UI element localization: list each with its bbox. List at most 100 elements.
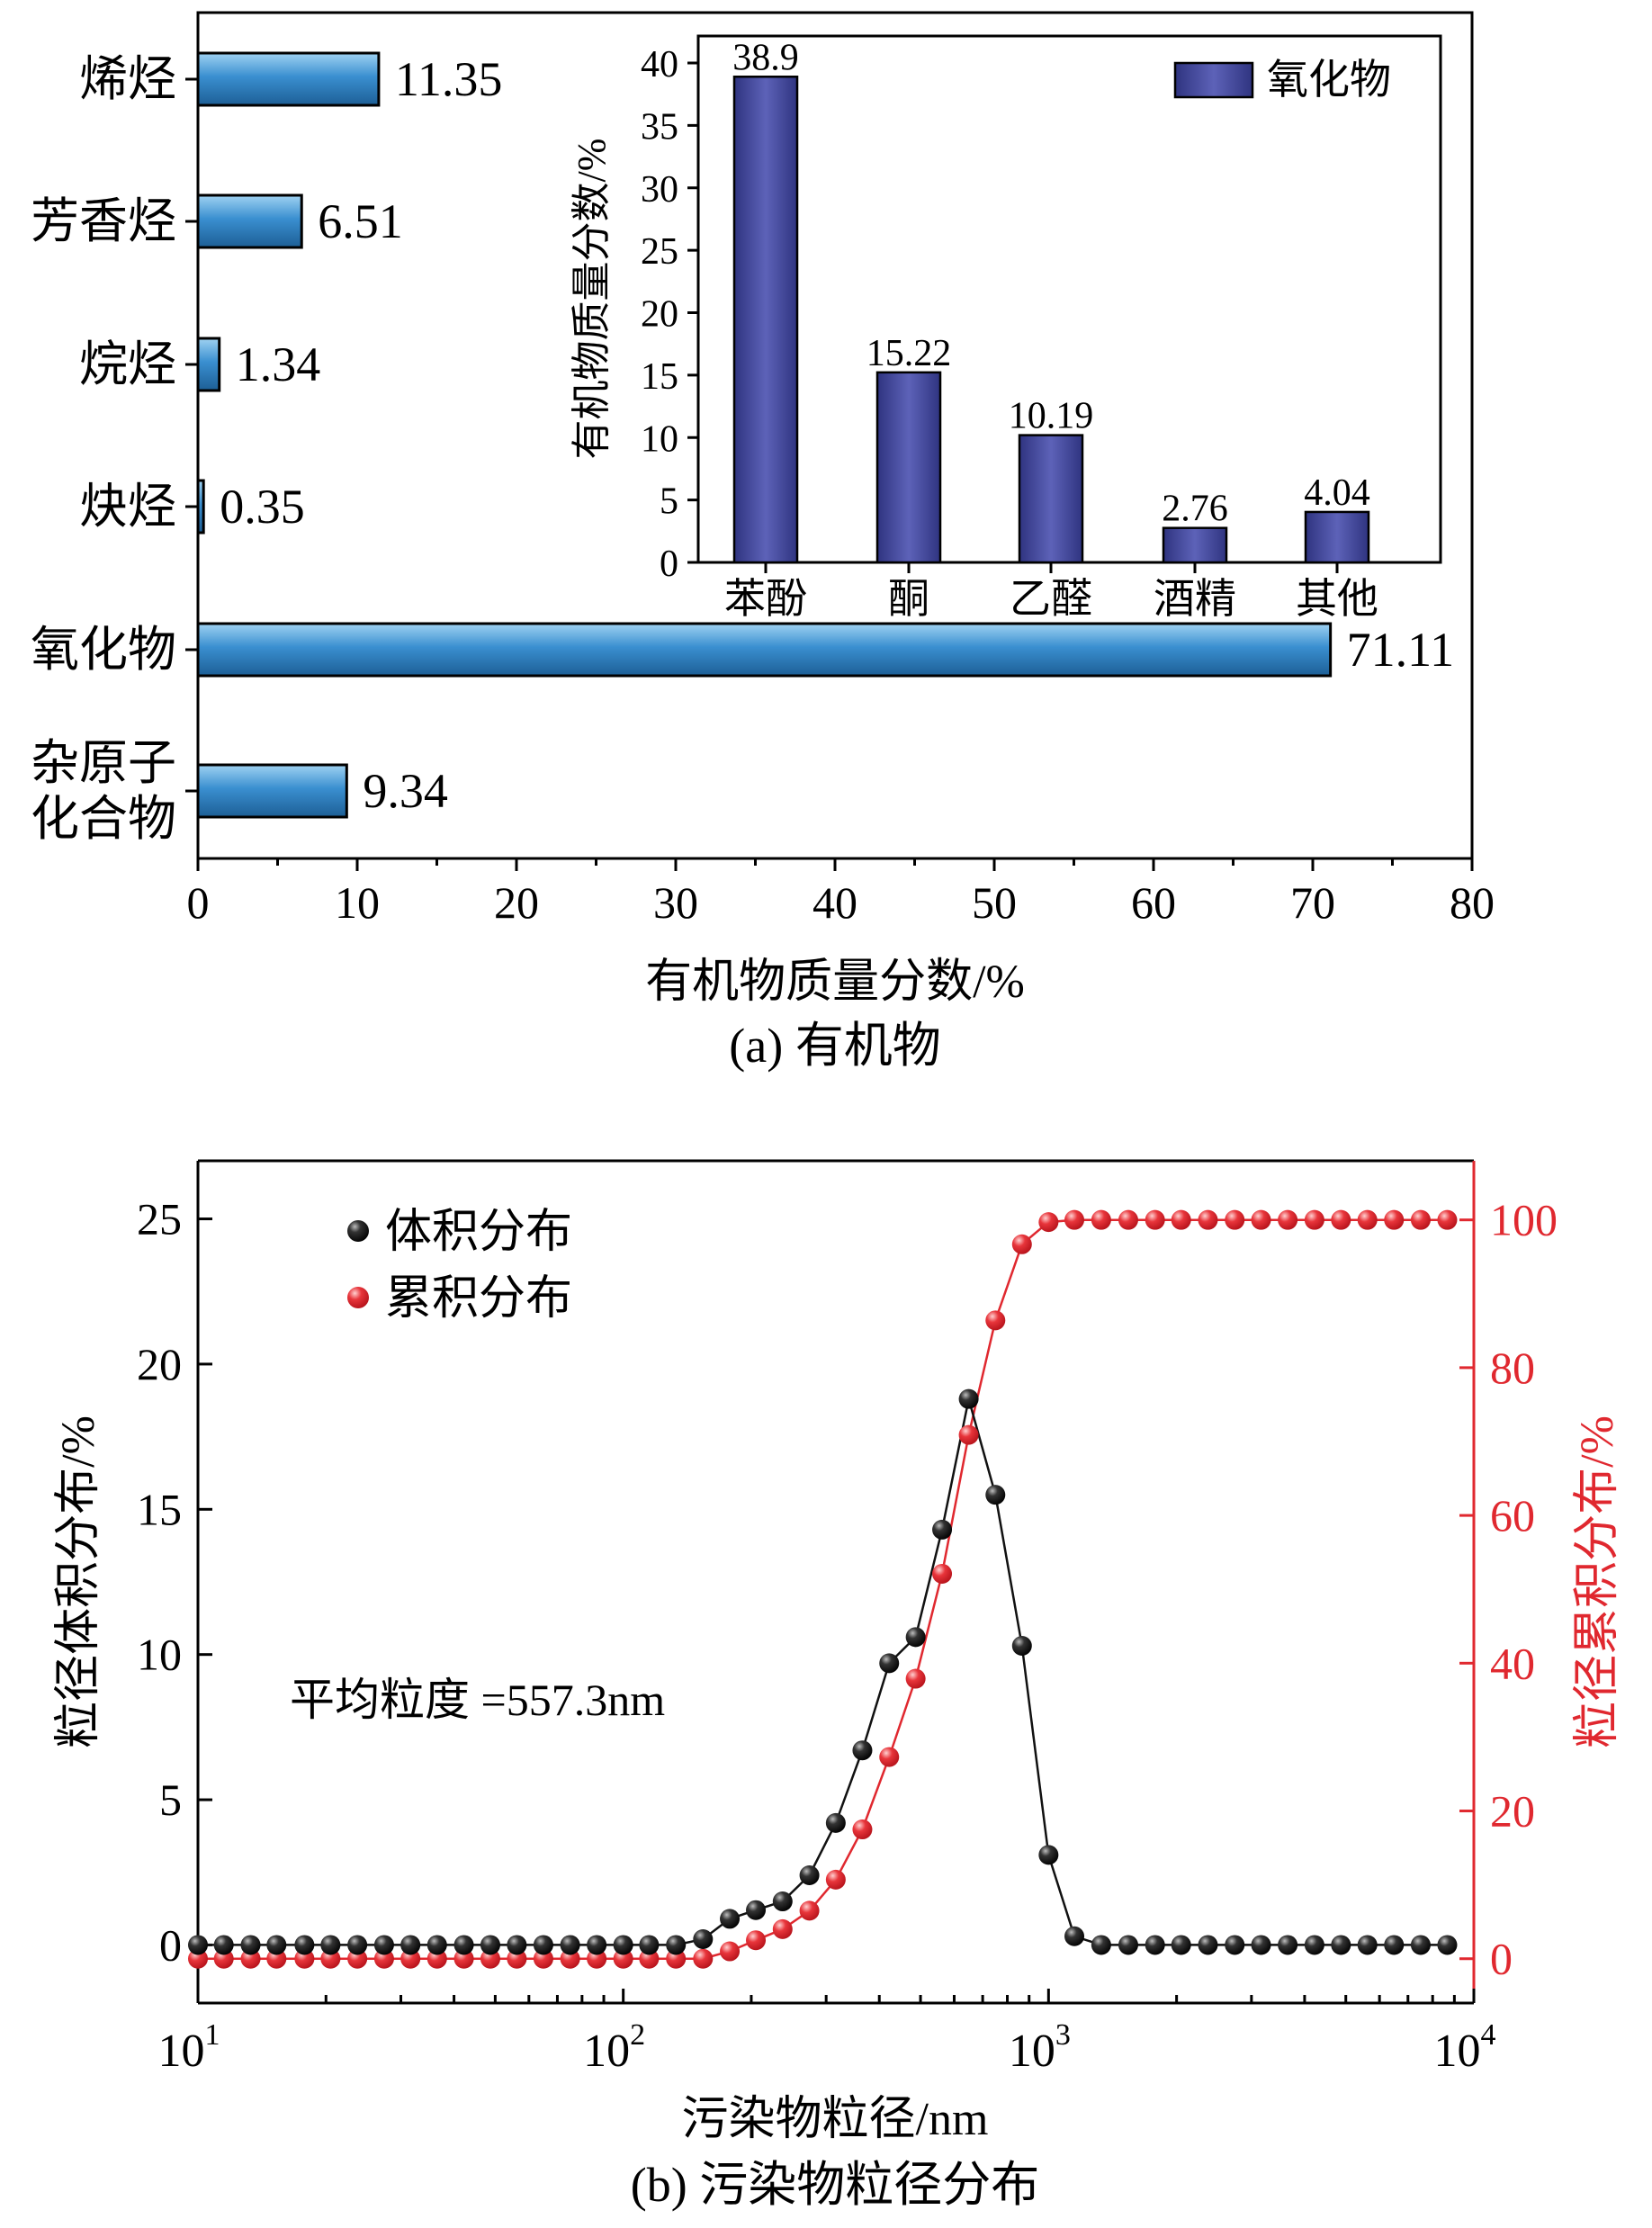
inset-y-tick-label: 40 <box>641 44 678 85</box>
point-cumulative <box>1278 1209 1298 1230</box>
point-cumulative <box>746 1930 767 1951</box>
point-cumulative <box>639 1948 660 1969</box>
point-cumulative <box>825 1869 846 1890</box>
point-volume <box>1171 1935 1191 1955</box>
point-volume <box>320 1935 341 1955</box>
point-cumulative <box>213 1948 234 1969</box>
left-y-tick-label: 5 <box>159 1774 182 1825</box>
inset-y-tick-label: 35 <box>641 106 678 148</box>
point-cumulative <box>587 1948 607 1969</box>
panel-a-caption: (a) 有机物 <box>729 1019 940 1073</box>
panel-b-right-axis-label: 粒径累积分布/% <box>1572 1415 1623 1748</box>
x-tick-label: 70 <box>1290 877 1335 928</box>
x-tick-label: 102 <box>583 2018 645 2077</box>
category-label: 芳香烃 <box>31 194 176 248</box>
panel-a-inset-oxides: 38.9 苯酚 15.22 酮 10.19 乙醛 2.76 酒精 4.04 其他 0 5 10 15 20… <box>570 34 1442 622</box>
inset-bars: 38.9 苯酚 15.22 酮 10.19 乙醛 2.76 酒精 4.04 其他 <box>724 37 1378 622</box>
inset-legend-swatch <box>1173 61 1254 99</box>
point-volume <box>932 1519 953 1540</box>
point-cumulative <box>426 1948 447 1969</box>
point-volume <box>985 1485 1006 1505</box>
point-cumulative <box>1118 1209 1138 1230</box>
left-y-tick-label: 10 <box>137 1630 182 1680</box>
inset-y-axis-label: 有机物质量分数/% <box>570 139 614 460</box>
point-cumulative <box>772 1918 793 1939</box>
inset-y-axis: 0 5 10 15 20 25 30 35 40 <box>641 44 1339 585</box>
right-y-tick-label: 0 <box>1490 1934 1513 1984</box>
point-cumulative <box>294 1948 315 1969</box>
point-cumulative <box>1251 1209 1271 1230</box>
legend-label-cumulative: 累积分布 <box>385 1273 572 1325</box>
inset-bar-乙醛 <box>1018 434 1084 564</box>
panel-b-legend: 体积分布 累积分布 <box>347 1207 572 1325</box>
point-volume <box>1118 1935 1138 1955</box>
inset-category-label: 酒精 <box>1154 576 1236 622</box>
series-line-volume <box>198 1398 1448 1946</box>
right-y-tick-label: 40 <box>1490 1638 1535 1688</box>
point-volume <box>693 1928 714 1949</box>
category-label: 烷烃 <box>79 337 176 391</box>
point-cumulative <box>613 1948 633 1969</box>
point-volume <box>852 1740 873 1761</box>
point-volume <box>188 1935 208 1955</box>
bar-芳香烃 <box>196 193 303 249</box>
point-cumulative <box>1171 1209 1191 1230</box>
point-volume <box>1038 1845 1059 1865</box>
inset-y-tick-label: 5 <box>660 481 678 523</box>
bar-杂原子化合物 <box>196 763 348 819</box>
x-tick-exponent: 2 <box>630 2018 645 2052</box>
left-y-tick-label: 25 <box>137 1194 182 1244</box>
inset-legend-label: 氧化物 <box>1267 57 1391 103</box>
bar-value-label: 71.11 <box>1347 623 1455 677</box>
point-volume <box>347 1935 368 1955</box>
panel-a-x-axis: 0 10 20 30 40 50 60 70 80 <box>185 77 1495 928</box>
bar-value-label: 9.34 <box>363 764 448 818</box>
panel-a-frame <box>196 11 1474 860</box>
panel-b-left-axis-label: 粒径体积分布/% <box>53 1415 104 1748</box>
point-cumulative <box>1357 1209 1378 1230</box>
point-cumulative <box>347 1948 368 1969</box>
inset-y-tick-label: 25 <box>641 231 678 273</box>
x-tick-base: 10 <box>1434 2026 1481 2077</box>
inset-bar-value-label: 15.22 <box>866 333 952 374</box>
x-tick-label: 80 <box>1450 877 1495 928</box>
inset-bar-苯酚 <box>732 76 799 564</box>
x-tick-label: 104 <box>1434 2018 1496 2077</box>
category-label: 化合物 <box>31 792 176 846</box>
category-label: 杂原子 <box>31 736 176 790</box>
point-volume <box>905 1627 926 1648</box>
bar-炔烃 <box>196 479 205 535</box>
point-cumulative <box>1011 1234 1032 1254</box>
point-volume <box>1437 1935 1458 1955</box>
inset-bar-其他 <box>1304 510 1370 564</box>
point-cumulative <box>560 1948 580 1969</box>
point-volume <box>453 1935 474 1955</box>
point-volume <box>294 1935 315 1955</box>
point-cumulative <box>958 1424 979 1445</box>
point-cumulative <box>507 1948 527 1969</box>
inset-bar-value-label: 38.9 <box>732 37 799 78</box>
point-volume <box>240 1935 261 1955</box>
x-tick-label: 103 <box>1009 2018 1071 2077</box>
point-cumulative <box>373 1948 394 1969</box>
point-cumulative <box>1225 1209 1245 1230</box>
point-volume <box>1198 1935 1218 1955</box>
point-volume <box>1145 1935 1165 1955</box>
point-cumulative <box>240 1948 261 1969</box>
point-cumulative <box>1410 1209 1431 1230</box>
x-tick-base: 10 <box>1009 2026 1055 2077</box>
right-y-tick-label: 80 <box>1490 1343 1535 1393</box>
point-volume <box>1304 1935 1324 1955</box>
point-cumulative <box>693 1948 714 1969</box>
point-volume <box>213 1935 234 1955</box>
point-volume <box>825 1812 846 1833</box>
point-volume <box>1225 1935 1245 1955</box>
x-tick-label: 10 <box>335 877 380 928</box>
bar-烷烃 <box>196 337 221 392</box>
x-tick-base: 10 <box>583 2026 630 2077</box>
right-y-tick-label: 60 <box>1490 1490 1535 1541</box>
point-cumulative <box>666 1948 687 1969</box>
point-volume <box>533 1935 553 1955</box>
